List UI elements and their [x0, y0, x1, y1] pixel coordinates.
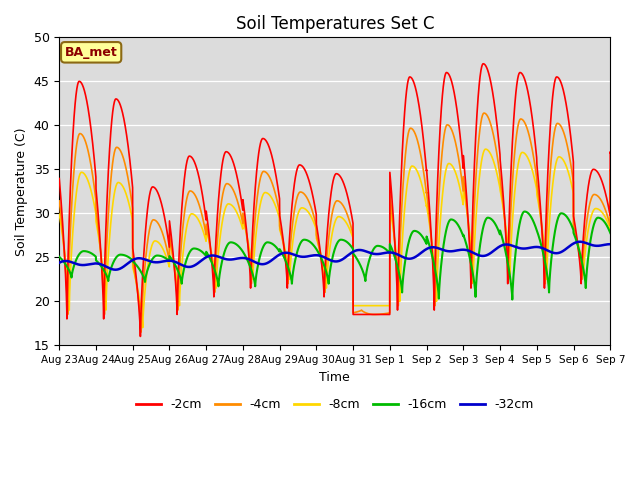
Y-axis label: Soil Temperature (C): Soil Temperature (C) — [15, 127, 28, 255]
Title: Soil Temperatures Set C: Soil Temperatures Set C — [236, 15, 434, 33]
Text: BA_met: BA_met — [65, 46, 118, 59]
Legend: -2cm, -4cm, -8cm, -16cm, -32cm: -2cm, -4cm, -8cm, -16cm, -32cm — [131, 393, 539, 416]
X-axis label: Time: Time — [319, 371, 350, 384]
